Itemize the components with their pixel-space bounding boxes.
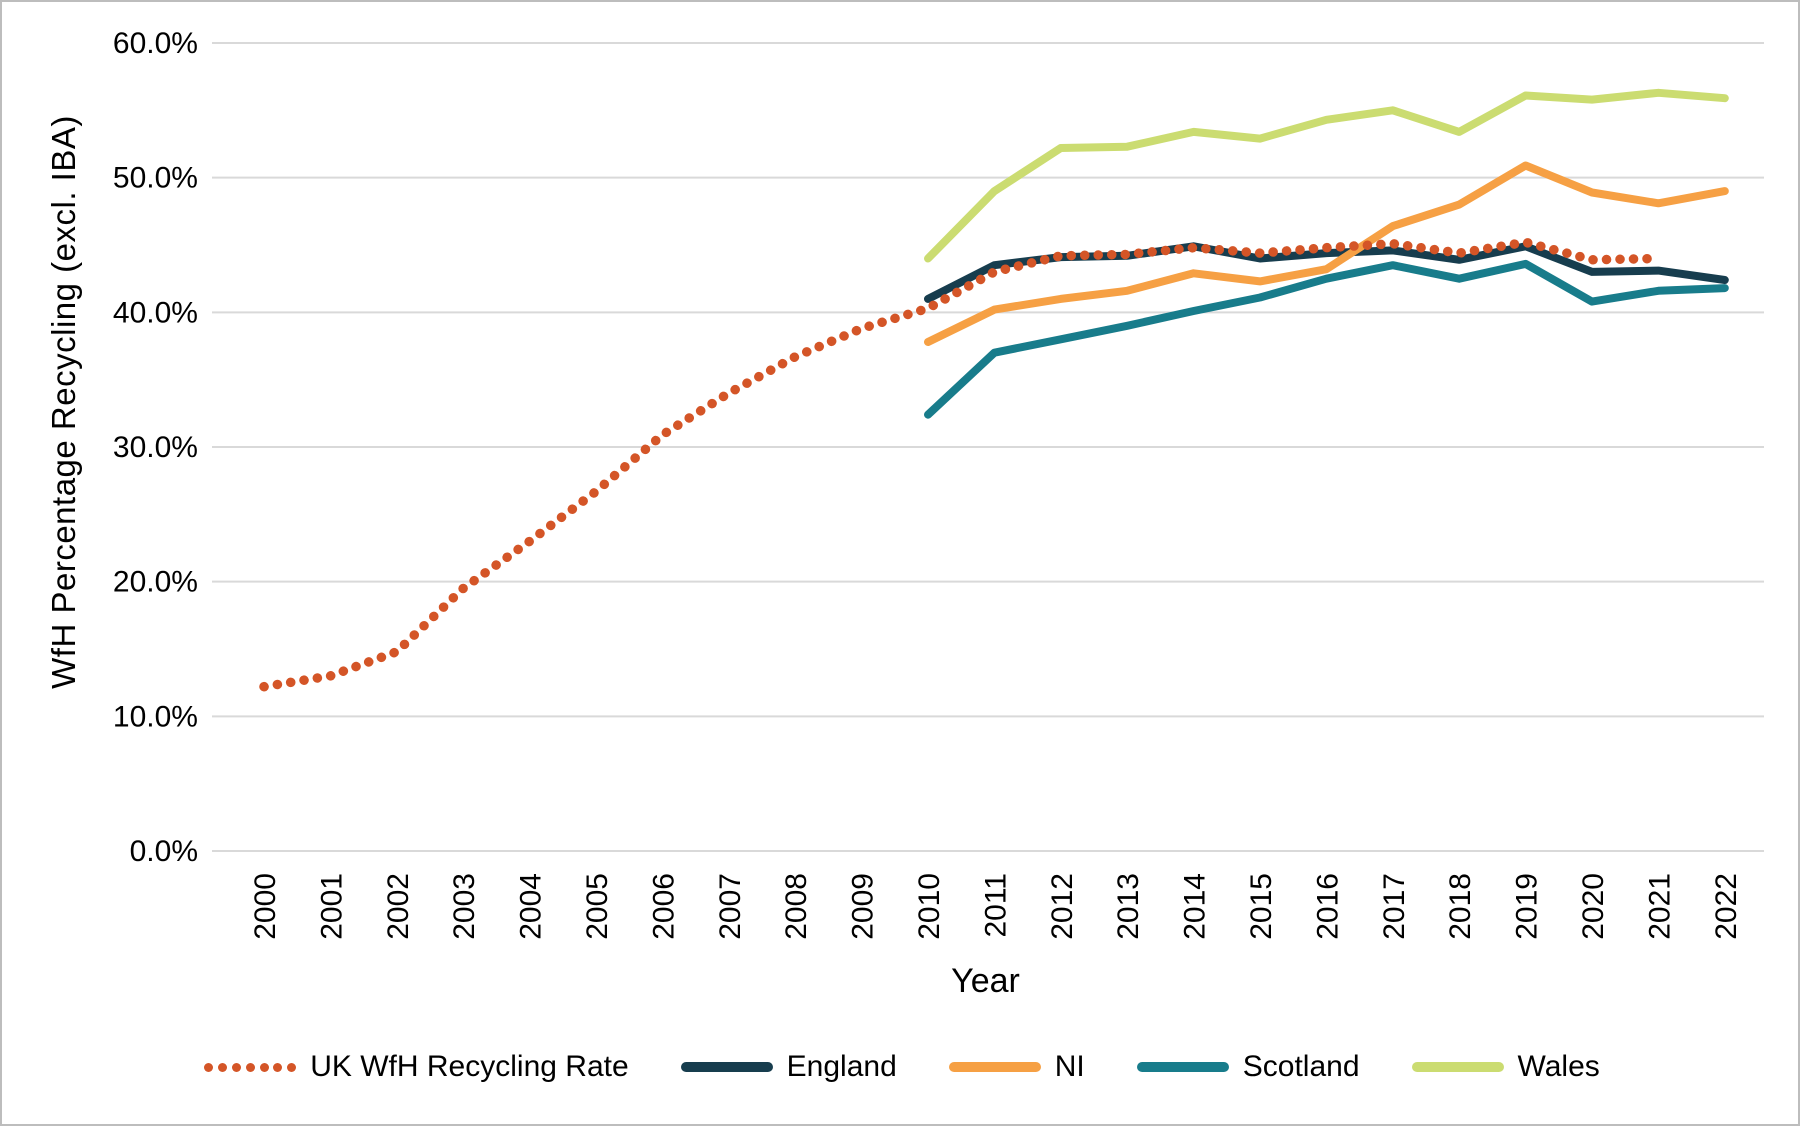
y-tick-label: 50.0% (113, 162, 198, 195)
legend-item-ni: NI (948, 1050, 1085, 1084)
legend-label: UK WfH Recycling Rate (310, 1050, 629, 1083)
y-tick-label: 0.0% (130, 835, 198, 868)
x-tick-label: 2017 (1378, 873, 1411, 940)
series-line-uk-wfh-recycling-rate (259, 237, 1664, 692)
x-tick-label: 2010 (913, 873, 946, 940)
y-tick-label: 30.0% (113, 431, 198, 464)
legend-item-uk-wfh-recycling-rate: UK WfH Recycling Rate (204, 1050, 629, 1084)
legend-marker-solid-line (1411, 1062, 1504, 1072)
x-tick-label: 2019 (1511, 873, 1544, 940)
legend-marker-solid-line (680, 1062, 773, 1072)
y-tick-label: 40.0% (113, 296, 198, 329)
y-tick-label: 20.0% (113, 566, 198, 599)
x-tick-label: 2013 (1112, 873, 1145, 940)
x-tick-label: 2012 (1046, 873, 1079, 940)
legend-item-wales: Wales (1411, 1050, 1600, 1084)
legend-label: Scotland (1242, 1050, 1360, 1083)
legend-marker-solid-line (1136, 1062, 1229, 1072)
x-tick-label: 2009 (847, 873, 880, 940)
x-tick-label: 2022 (1710, 873, 1743, 940)
x-tick-label: 2015 (1245, 873, 1278, 940)
legend-marker-solid-line (948, 1062, 1041, 1072)
series-line-scotland (924, 259, 1729, 419)
legend-marker-dotted-line (204, 1062, 297, 1072)
x-tick-label: 2001 (315, 873, 348, 940)
legend-label: NI (1054, 1050, 1085, 1083)
x-tick-label: 2008 (780, 873, 813, 940)
x-tick-label: 2000 (249, 873, 282, 940)
x-tick-label: 2016 (1311, 873, 1344, 940)
legend-label: Wales (1517, 1050, 1600, 1083)
x-tick-label: 2005 (581, 873, 614, 940)
x-tick-label: 2004 (515, 873, 548, 940)
x-tick-label: 2003 (448, 873, 481, 940)
x-tick-label: 2021 (1643, 873, 1676, 940)
x-tick-label: 2018 (1444, 873, 1477, 940)
x-axis-title: Year (951, 962, 1020, 1000)
x-tick-label: 2011 (979, 873, 1012, 938)
legend-item-scotland: Scotland (1136, 1050, 1360, 1084)
x-tick-label: 2014 (1179, 873, 1212, 940)
series-line-wales (924, 88, 1729, 263)
legend-item-england: England (680, 1050, 897, 1084)
x-tick-label: 2002 (382, 873, 415, 940)
y-tick-label: 60.0% (113, 27, 198, 60)
y-tick-label: 10.0% (113, 700, 198, 733)
x-tick-label: 2020 (1577, 873, 1610, 940)
legend-label: England (786, 1050, 897, 1083)
x-tick-label: 2007 (714, 873, 747, 940)
x-tick-label: 2006 (647, 873, 680, 940)
legend: UK WfH Recycling Rate England NI Scotland Wa… (2, 1050, 1800, 1084)
y-axis-title: WfH Percentage Recycling (excl. IBA) (45, 115, 82, 689)
series-line-ni (924, 161, 1729, 346)
